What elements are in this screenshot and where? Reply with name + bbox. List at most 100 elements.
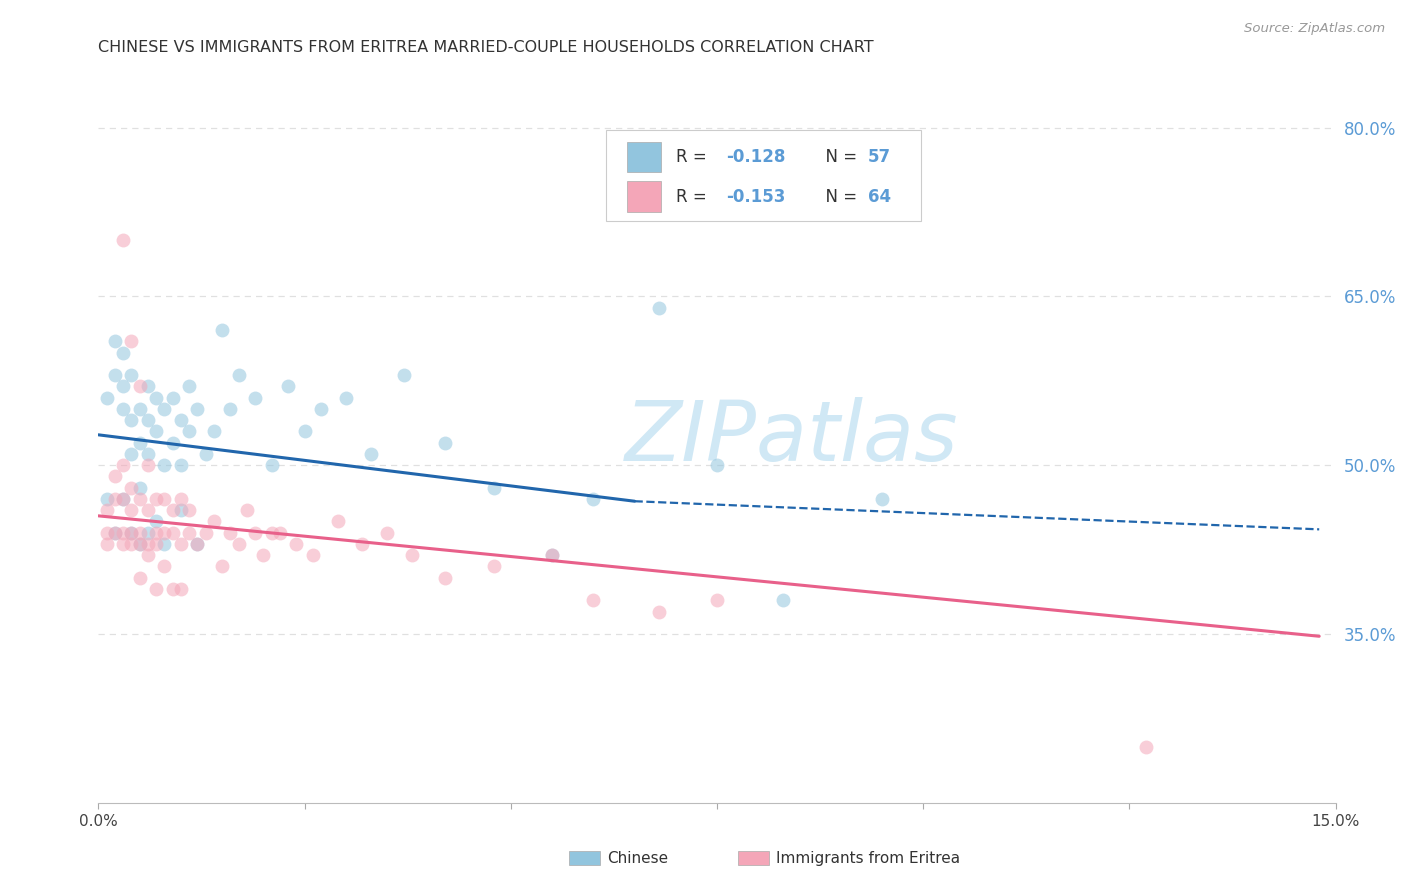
Point (170, 537, 193, 551)
Point (153, 537, 176, 551)
Point (186, 537, 208, 551)
Text: CHINESE VS IMMIGRANTS FROM ERITREA MARRIED-COUPLE HOUSEHOLDS CORRELATION CHART: CHINESE VS IMMIGRANTS FROM ERITREA MARRI… (98, 40, 875, 55)
Point (120, 413, 142, 427)
Point (136, 379, 159, 393)
Point (170, 503, 193, 517)
Point (136, 413, 159, 427)
Point (153, 401, 176, 416)
Point (112, 491, 135, 506)
Point (128, 401, 150, 416)
Point (112, 525, 135, 540)
Point (136, 525, 159, 540)
Point (252, 548, 274, 562)
Point (112, 491, 135, 506)
Point (228, 537, 250, 551)
Point (392, 368, 415, 383)
Point (541, 548, 564, 562)
Point (104, 334, 127, 349)
Point (153, 491, 176, 506)
Point (277, 379, 299, 393)
Point (211, 559, 233, 574)
Point (260, 525, 283, 540)
Point (112, 537, 135, 551)
Text: N =: N = (815, 187, 862, 206)
Point (179, 503, 201, 517)
Point (128, 525, 150, 540)
Point (145, 582, 167, 596)
Point (145, 537, 167, 551)
Point (145, 491, 167, 506)
Point (179, 425, 201, 439)
Point (128, 481, 150, 495)
Text: Source: ZipAtlas.com: Source: ZipAtlas.com (1244, 22, 1385, 36)
Text: 64: 64 (868, 187, 891, 206)
Point (186, 401, 208, 416)
Text: R =: R = (676, 148, 713, 166)
Point (260, 458, 283, 473)
Point (1135, 739, 1157, 754)
Point (145, 425, 167, 439)
Point (128, 537, 150, 551)
Point (302, 548, 325, 562)
Point (128, 491, 150, 506)
Point (582, 491, 605, 506)
Point (309, 401, 332, 416)
Text: N =: N = (815, 148, 862, 166)
Point (433, 435, 456, 450)
Point (236, 503, 259, 517)
Point (136, 458, 159, 473)
Point (326, 515, 349, 529)
Point (145, 525, 167, 540)
Point (128, 537, 150, 551)
Text: ZIPatlas: ZIPatlas (624, 397, 957, 477)
Bar (627, 181, 661, 212)
Point (401, 548, 423, 562)
Point (136, 447, 159, 461)
Point (228, 368, 250, 383)
Point (375, 525, 398, 540)
Point (170, 458, 193, 473)
Point (219, 401, 242, 416)
Point (285, 537, 308, 551)
Point (153, 525, 176, 540)
Text: 57: 57 (868, 148, 891, 166)
Point (128, 379, 150, 393)
Point (112, 401, 135, 416)
Text: Immigrants from Eritrea: Immigrants from Eritrea (776, 851, 960, 865)
Point (136, 537, 159, 551)
Point (104, 525, 127, 540)
Point (179, 525, 201, 540)
Point (648, 301, 671, 315)
Point (112, 458, 135, 473)
Point (112, 345, 135, 359)
Point (120, 481, 142, 495)
Point (96, 503, 118, 517)
Point (104, 491, 127, 506)
Point (352, 537, 374, 551)
Point (194, 525, 217, 540)
Point (294, 425, 316, 439)
Point (243, 391, 266, 405)
Point (136, 548, 159, 562)
Text: R =: R = (676, 187, 713, 206)
Point (104, 368, 127, 383)
Point (128, 435, 150, 450)
Point (179, 379, 201, 393)
Point (541, 548, 564, 562)
Point (484, 481, 506, 495)
Point (162, 503, 184, 517)
Point (96, 537, 118, 551)
Text: -0.128: -0.128 (725, 148, 785, 166)
Point (582, 593, 605, 607)
Point (153, 458, 176, 473)
Point (433, 571, 456, 585)
Point (120, 368, 142, 383)
Point (120, 503, 142, 517)
Point (211, 323, 233, 337)
Point (162, 582, 184, 596)
Point (202, 425, 225, 439)
Bar (627, 142, 661, 172)
Point (162, 435, 184, 450)
Point (186, 537, 208, 551)
Point (96, 491, 118, 506)
